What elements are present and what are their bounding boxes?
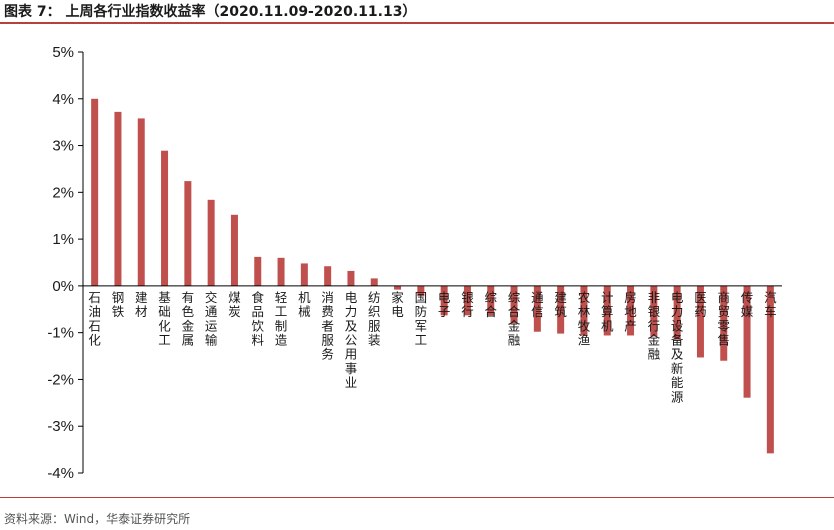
bar (487, 285, 495, 316)
bar (230, 214, 238, 286)
category-label: 有色金属 (182, 290, 195, 348)
bar (114, 111, 122, 286)
category-label: 轻工制造 (275, 290, 288, 348)
bar-chart: 5% 4% 3% 2% 1% 0% -1% -2% -3% -4% 石油石化钢铁建材基础化工有色金… (47, 44, 782, 482)
y-tick-label: 5% (52, 44, 74, 61)
bar (580, 285, 588, 336)
category-label: 建筑 (554, 290, 567, 319)
y-axis: 5% 4% 3% 2% 1% 0% -1% -2% -3% -4% (47, 44, 84, 482)
category-label: 钢铁 (112, 290, 125, 319)
bar (347, 270, 355, 286)
category-label: 家电 (391, 290, 404, 319)
bar (91, 98, 99, 286)
category-label: 非银行金融 (648, 290, 661, 362)
bar (650, 285, 658, 337)
bars (91, 98, 774, 454)
category-label: 农林牧渔 (578, 290, 591, 348)
y-tick-label: -2% (47, 371, 74, 388)
y-tick-label: 0% (52, 278, 74, 295)
bar (533, 285, 541, 332)
bar (766, 285, 774, 454)
category-label: 纺织服装 (368, 290, 381, 348)
bar (603, 285, 611, 336)
category-label: 机械 (298, 290, 311, 319)
source-note: 资料来源：Wind，华泰证券研究所 (4, 512, 191, 526)
category-label: 基础化工 (158, 290, 171, 348)
bar (277, 257, 285, 286)
bar (557, 285, 565, 334)
category-label: 综合金融 (508, 290, 521, 348)
y-tick-label: -4% (47, 465, 74, 482)
category-label: 房地产 (624, 290, 637, 333)
y-tick-label: 2% (52, 184, 74, 201)
category-label: 传媒 (741, 290, 754, 319)
y-tick-label: 4% (52, 91, 74, 108)
category-labels: 石油石化钢铁建材基础化工有色金属交通运输煤炭食品饮料轻工制造机械消费者服务电力及… (88, 290, 777, 404)
bar (324, 266, 332, 286)
bar (627, 285, 635, 336)
bar (463, 285, 471, 316)
category-label: 电力设备及新能源 (671, 290, 684, 404)
bar (743, 285, 751, 398)
bar (184, 181, 192, 286)
bar (417, 285, 425, 297)
bar (300, 263, 308, 286)
bar (254, 256, 262, 286)
category-label: 石油石化 (88, 290, 101, 348)
bar (440, 285, 448, 316)
category-label: 电力及公用事业 (345, 290, 358, 390)
chart-title: 图表 7： 上周各行业指数收益率（2020.11.09-2020.11.13） (4, 4, 417, 20)
category-label: 食品饮料 (251, 290, 264, 348)
category-label: 通信 (531, 290, 544, 319)
category-label: 煤炭 (228, 290, 241, 319)
category-label: 电子 (438, 290, 451, 319)
bar (207, 199, 215, 286)
bar (696, 285, 704, 358)
footer-divider (0, 497, 834, 498)
y-tick-label: -1% (47, 325, 74, 342)
bar (161, 150, 169, 286)
y-tick-label: 3% (52, 138, 74, 155)
category-label: 消费者服务 (321, 290, 334, 362)
category-label: 汽车 (764, 290, 777, 319)
bar (137, 118, 145, 286)
category-label: 银行 (461, 290, 474, 319)
bar (720, 285, 728, 361)
bar (394, 285, 402, 290)
title-divider (0, 22, 834, 24)
category-label: 医药 (694, 290, 707, 319)
category-label: 计算机 (601, 290, 614, 333)
category-label: 国防军工 (415, 290, 428, 348)
category-label: 综合 (484, 290, 497, 319)
y-tick-label: 1% (52, 231, 74, 248)
category-label: 交通运输 (205, 290, 218, 348)
category-label: 商贸零售 (717, 290, 730, 348)
bar (673, 285, 681, 340)
category-label: 建材 (135, 290, 148, 319)
bar (370, 278, 378, 286)
y-tick-label: -3% (47, 418, 74, 435)
bar (510, 285, 518, 324)
